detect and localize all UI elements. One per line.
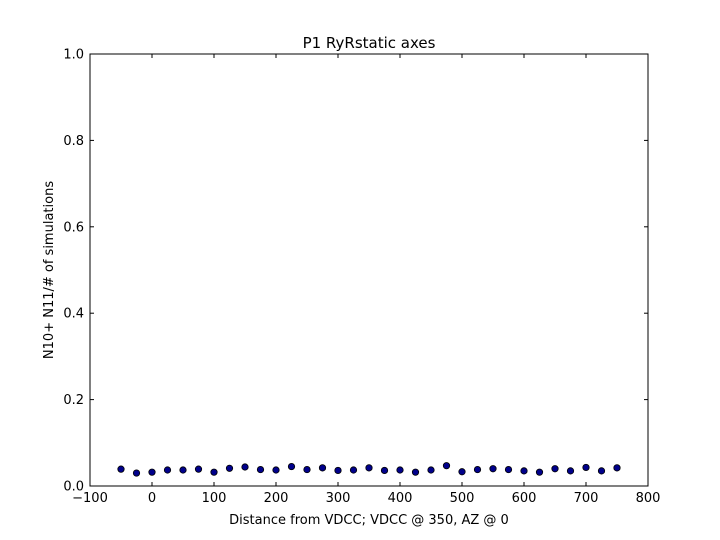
data-point bbox=[303, 465, 311, 474]
data-point bbox=[566, 467, 575, 475]
data-point bbox=[535, 468, 544, 476]
data-point bbox=[597, 467, 606, 475]
data-point bbox=[272, 466, 280, 474]
x-tick-label: −100 bbox=[72, 491, 108, 506]
y-tick-label: 0.6 bbox=[63, 220, 84, 235]
data-point bbox=[380, 466, 389, 475]
axes: −100 0 100 200 300 400 500 600 700 800 0.0 0.2 0.4 0.… bbox=[63, 48, 660, 507]
data-point bbox=[132, 469, 141, 477]
data-points bbox=[117, 462, 621, 477]
data-point bbox=[318, 464, 327, 472]
y-tick-label: 0.2 bbox=[63, 393, 84, 408]
x-tick-label: 600 bbox=[512, 491, 537, 506]
x-tick-label: 800 bbox=[636, 491, 661, 506]
data-point bbox=[473, 465, 482, 474]
data-point bbox=[210, 468, 218, 476]
x-axis-label: Distance from VDCC; VDCC @ 350, AZ @ 0 bbox=[229, 513, 509, 528]
chart-title: P1 RyRstatic axes bbox=[303, 34, 436, 52]
data-point bbox=[411, 468, 420, 476]
x-tick-label: 300 bbox=[326, 491, 351, 506]
y-tick-label: 0.4 bbox=[63, 307, 84, 322]
data-point bbox=[396, 466, 404, 474]
data-point bbox=[179, 466, 187, 474]
data-point bbox=[256, 465, 265, 474]
y-tick-label: 1.0 bbox=[63, 48, 84, 63]
data-point bbox=[163, 466, 172, 474]
data-point bbox=[489, 465, 497, 473]
y-tick-label: 0.8 bbox=[63, 134, 84, 149]
plot-frame bbox=[89, 53, 649, 487]
x-tick-label: 500 bbox=[450, 491, 475, 506]
data-point bbox=[117, 465, 125, 473]
data-point bbox=[427, 466, 435, 474]
data-point bbox=[287, 462, 296, 471]
data-point bbox=[334, 466, 342, 475]
data-point bbox=[442, 462, 451, 470]
data-point bbox=[458, 468, 466, 476]
x-tick-label: 100 bbox=[202, 491, 227, 506]
y-axis-label: N10+ N11/# of simulations bbox=[42, 181, 57, 359]
data-point bbox=[520, 467, 528, 475]
data-point bbox=[194, 465, 203, 473]
x-tick-label: 200 bbox=[264, 491, 289, 506]
data-point bbox=[225, 464, 234, 472]
data-point bbox=[582, 463, 590, 472]
data-point bbox=[148, 468, 156, 476]
data-point bbox=[551, 465, 559, 473]
data-point bbox=[241, 463, 249, 471]
data-point bbox=[504, 465, 513, 474]
data-point bbox=[349, 466, 358, 474]
x-tick-label: 700 bbox=[574, 491, 599, 506]
data-point bbox=[365, 464, 373, 472]
x-tick-label: 0 bbox=[148, 491, 156, 506]
y-tick-label: 0.0 bbox=[63, 480, 84, 495]
x-tick-label: 400 bbox=[388, 491, 413, 506]
data-point bbox=[613, 464, 621, 472]
